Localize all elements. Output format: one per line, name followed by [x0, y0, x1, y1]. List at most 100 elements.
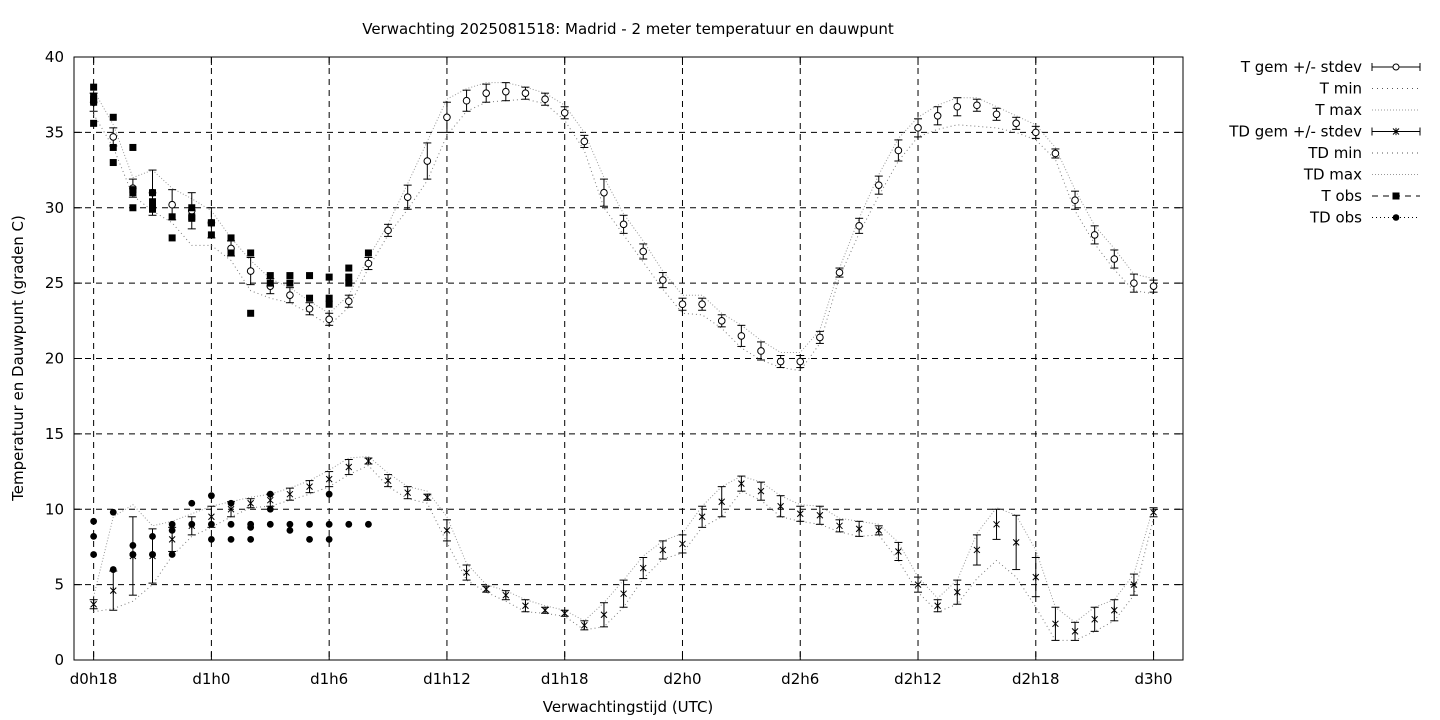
td-obs-point	[129, 551, 137, 558]
marker-circle	[541, 95, 549, 104]
marker-star	[914, 581, 922, 589]
y-tick-label: 30	[45, 199, 64, 217]
t-gem-point	[953, 97, 962, 117]
t-obs-point	[247, 309, 255, 317]
td-gem-point	[855, 520, 864, 537]
marker-star	[580, 621, 588, 629]
marker-star	[1091, 615, 1099, 623]
marker-circle	[423, 157, 432, 165]
t-obs-point	[364, 249, 372, 257]
marker-star	[325, 475, 333, 483]
series-area	[89, 82, 1158, 641]
legend-swatch-marker	[1392, 127, 1400, 136]
legend-label: T max	[1314, 101, 1362, 119]
marker-star	[1032, 573, 1040, 581]
legend-label: TD obs	[1309, 209, 1362, 227]
t-gem-point	[325, 312, 334, 326]
y-tick-label: 25	[45, 274, 64, 292]
td-gem-point	[89, 599, 98, 610]
t-gem-point	[835, 267, 844, 278]
t-gem-point	[698, 297, 707, 311]
marker-circle	[914, 124, 922, 132]
marker-circle	[816, 333, 824, 342]
t-gem-point	[482, 83, 491, 103]
marker-circle	[1031, 128, 1040, 137]
marker-circle	[364, 259, 373, 268]
x-tick-label: d1h18	[541, 670, 589, 688]
td-gem-point	[658, 540, 667, 560]
t-obs-point	[266, 272, 274, 280]
t-gem-point	[1071, 190, 1080, 210]
t-gem-point	[423, 142, 432, 180]
marker-star	[796, 510, 804, 518]
t-obs-point	[90, 119, 98, 127]
marker-circle	[894, 146, 903, 155]
y-tick-label: 20	[45, 350, 64, 368]
x-tick-label: d2h18	[1012, 670, 1060, 688]
marker-star	[738, 480, 745, 488]
marker-circle	[992, 110, 1001, 119]
marker-star	[1012, 538, 1020, 547]
x-axis: d0h18 d1h0 d1h6 d1h12 d1h18 d2h0 d2h6 d2h12 d2h1…	[70, 57, 1173, 688]
t-gem-point	[894, 139, 903, 162]
t-gem-point	[1129, 273, 1138, 293]
t-gem-point	[619, 214, 628, 234]
marker-star	[659, 546, 667, 554]
td-gem-point	[521, 599, 530, 613]
t-gem-point	[560, 106, 569, 120]
marker-circle	[757, 347, 765, 355]
t-obs-point	[90, 83, 98, 91]
td-gem-point	[580, 620, 589, 631]
marker-star	[266, 496, 274, 504]
y-tick-label: 35	[45, 123, 64, 141]
td-gem-point	[384, 474, 393, 488]
legend: T gem +/- stdev T min T max TD gem +/- stde…	[1228, 58, 1421, 227]
marker-circle	[580, 137, 589, 146]
marker-star	[875, 526, 883, 534]
marker-circle	[1012, 119, 1020, 128]
t-gem-point	[541, 92, 550, 106]
t-obs-point	[149, 189, 157, 197]
td-gem-point	[953, 579, 962, 605]
marker-circle	[344, 297, 353, 306]
t-gem-point	[1110, 249, 1119, 269]
td-gem-point	[835, 519, 844, 533]
td-gem-point	[1031, 556, 1040, 598]
t-obs-point	[149, 198, 157, 206]
t-obs-point	[345, 273, 353, 281]
marker-star	[463, 568, 470, 577]
t-gem-point	[776, 354, 785, 369]
legend-label: TD max	[1303, 166, 1362, 184]
marker-star	[816, 511, 824, 519]
marker-star	[168, 535, 176, 543]
marker-circle	[1071, 196, 1079, 205]
legend-label: TD gem +/- stdev	[1228, 123, 1362, 141]
td-gem-point	[1071, 621, 1080, 641]
td-obs-point	[286, 520, 294, 528]
marker-star	[934, 602, 941, 610]
t-gem-point	[1031, 125, 1040, 139]
marker-star	[345, 463, 353, 471]
t-gem-point	[246, 256, 255, 286]
marker-circle	[717, 317, 726, 325]
marker-circle	[325, 315, 333, 324]
marker-star	[227, 505, 235, 513]
td-gem-point	[482, 585, 491, 593]
td-obs-point	[325, 520, 333, 528]
t-gem-point	[914, 118, 923, 138]
y-axis-label: Temperatuur en Dauwpunt (graden C)	[9, 215, 27, 502]
td-obs-point	[168, 520, 176, 528]
td-gem-point	[305, 480, 314, 494]
td-obs-point	[365, 520, 372, 528]
marker-circle	[286, 291, 294, 299]
t-gem-point	[796, 354, 805, 369]
t-gem-point	[1149, 279, 1158, 293]
marker-circle	[973, 101, 981, 110]
marker-circle	[933, 111, 942, 120]
t-gem-point	[855, 217, 864, 234]
legend-label: T gem +/- stdev	[1240, 58, 1362, 76]
td-gem-point	[599, 602, 608, 628]
td-obs-point	[227, 520, 235, 528]
marker-circle	[482, 89, 490, 97]
td-gem-point	[109, 570, 118, 611]
